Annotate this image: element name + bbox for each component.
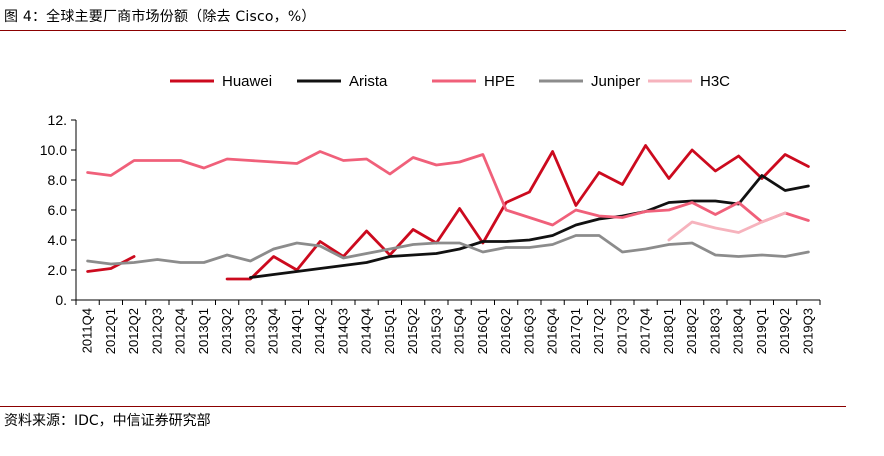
legend-item-huawei: Huawei: [170, 73, 272, 90]
figure-title: 图 4：全球主要厂商市场份额（除去 Cisco，%）: [4, 9, 316, 25]
x-tick-label: 2019Q3: [800, 308, 815, 354]
x-tick-label: 2016Q3: [521, 308, 536, 354]
y-tick-label: 8.0: [48, 172, 68, 188]
title-divider: [0, 30, 846, 31]
y-tick-label: 10.0: [40, 142, 67, 158]
legend-label: Arista: [349, 73, 388, 90]
x-tick-label: 2018Q1: [661, 308, 676, 354]
x-tick-label: 2013Q1: [196, 308, 211, 354]
x-tick-label: 2011Q4: [80, 308, 95, 353]
x-tick-label: 2017Q4: [638, 308, 653, 354]
x-tick-label: 2012Q1: [103, 308, 118, 354]
series-huawei: [86, 144, 810, 281]
series-line-h3c: [667, 211, 787, 242]
x-tick-label: 2013Q3: [242, 308, 257, 354]
x-tick-label: 2013Q2: [219, 308, 234, 354]
source-divider: [0, 406, 846, 407]
series-line-hpe: [86, 150, 810, 227]
x-tick-label: 2016Q2: [498, 308, 513, 354]
x-tick-label: 2018Q2: [684, 308, 699, 354]
y-tick-label: 2.0: [48, 262, 68, 278]
series-line-arista: [248, 174, 810, 279]
x-tick-label: 2018Q4: [731, 308, 746, 354]
x-tick-label: 2014Q3: [335, 308, 350, 354]
x-tick-label: 2014Q1: [289, 308, 304, 354]
x-tick-label: 2017Q2: [591, 308, 606, 354]
x-tick-label: 2012Q4: [173, 308, 188, 354]
x-tick-label: 2019Q2: [777, 308, 792, 354]
legend-label: HPE: [484, 73, 515, 90]
legend-item-h3c: H3C: [648, 73, 730, 90]
x-tick-label: 2014Q4: [359, 308, 374, 354]
x-tick-label: 2015Q3: [428, 308, 443, 354]
series-hpe: [86, 150, 810, 227]
legend-item-arista: Arista: [297, 73, 388, 90]
series-lines: [86, 144, 810, 281]
legend-item-hpe: HPE: [432, 73, 515, 90]
x-tick-label: 2017Q3: [614, 308, 629, 354]
x-tick-label: 2015Q1: [382, 308, 397, 354]
x-tick-label: 2018Q3: [707, 308, 722, 354]
x-tick-label: 2012Q3: [149, 308, 164, 354]
y-tick-label: 6.0: [48, 202, 68, 218]
legend-item-juniper: Juniper: [539, 73, 640, 90]
y-tick-label: 4.0: [48, 232, 68, 248]
x-tick-label: 2015Q4: [452, 308, 467, 354]
x-tick-label: 2013Q4: [266, 308, 281, 354]
y-tick-label: 0.: [55, 292, 67, 308]
x-axis: 2011Q4 2012Q1 2012Q2 2012Q3 2012Q4 2013Q1 2013…: [75, 299, 821, 354]
series-h3c: [667, 211, 787, 242]
series-juniper: [86, 234, 810, 266]
x-tick-label: 2012Q2: [126, 308, 141, 354]
legend-label: Huawei: [222, 73, 272, 90]
legend-label: Juniper: [591, 73, 640, 90]
x-tick-label: 2017Q1: [568, 308, 583, 354]
x-tick-label: 2016Q4: [545, 308, 560, 354]
legend-label: H3C: [700, 73, 730, 90]
source-note: 资料来源：IDC，中信证券研究部: [4, 413, 211, 429]
y-axis: 0. 2.0 4.0 6.0 8.0 10.0 12.: [40, 112, 77, 308]
x-tick-label: 2019Q1: [754, 308, 769, 354]
x-tick-label: 2014Q2: [312, 308, 327, 354]
y-tick-label: 12.: [48, 112, 67, 128]
x-tick-label: 2016Q1: [475, 308, 490, 354]
series-arista: [248, 174, 810, 279]
series-line-huawei: [86, 255, 136, 273]
series-line-huawei: [225, 144, 810, 281]
series-line-juniper: [86, 234, 810, 266]
x-tick-label: 2015Q2: [405, 308, 420, 354]
chart-legend: Huawei Arista HPE Juniper H3C: [170, 73, 730, 90]
